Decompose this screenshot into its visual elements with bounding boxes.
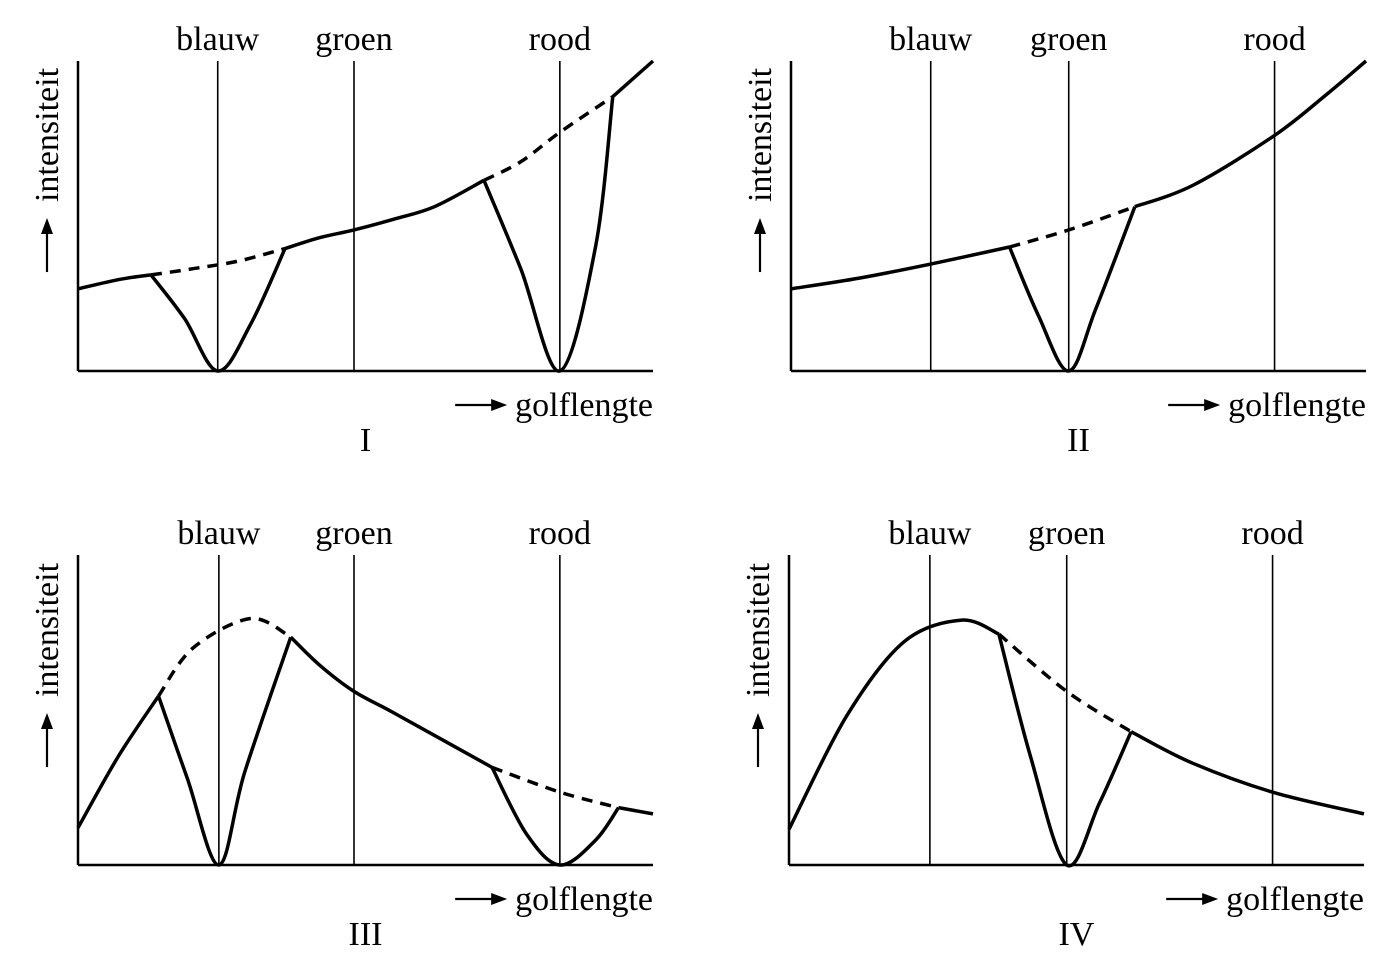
panel-label: I xyxy=(360,422,371,459)
series-curve-dashed xyxy=(483,95,614,182)
color-label-groen: groen xyxy=(315,515,392,552)
panel-i: blauw groen rood golflengte intensiteit I xyxy=(29,21,655,459)
series-curve-dashed xyxy=(997,632,1133,734)
color-label-rood: rood xyxy=(1241,515,1303,552)
x-axis-arrowhead xyxy=(491,399,508,411)
series-curve-solid xyxy=(284,178,485,251)
series-curve-solid xyxy=(787,618,1000,831)
series-curve-solid xyxy=(997,633,1133,868)
series-curve-solid xyxy=(790,245,1010,291)
color-label-groen: groen xyxy=(1028,515,1105,552)
y-axis-label: intensiteit xyxy=(29,562,66,697)
y-axis-label: intensiteit xyxy=(742,67,779,202)
color-label-blauw: blauw xyxy=(888,515,972,552)
series-curve-solid xyxy=(149,247,287,373)
color-label-rood: rood xyxy=(1243,21,1305,58)
series-curve-solid xyxy=(156,636,293,867)
y-axis-arrowhead xyxy=(754,218,766,235)
x-axis-label: golflengte xyxy=(1226,881,1364,918)
panel-iv: blauw groen rood golflengte intensiteit IV xyxy=(740,515,1365,953)
x-axis-arrowhead xyxy=(1202,893,1219,905)
x-axis-arrowhead xyxy=(491,893,508,905)
series-curve-solid xyxy=(1134,59,1368,209)
x-axis-label: golflengte xyxy=(1228,387,1366,424)
panel-label: IV xyxy=(1059,916,1095,953)
series-curve-solid xyxy=(611,59,655,98)
y-axis-arrowhead xyxy=(41,713,53,730)
panel-label: III xyxy=(349,916,383,953)
color-label-groen: groen xyxy=(1030,21,1107,58)
series-curve-solid xyxy=(77,273,152,291)
color-label-blauw: blauw xyxy=(177,515,261,552)
series-curve-dashed xyxy=(157,616,292,698)
series-curve-solid xyxy=(618,805,654,816)
series-curve-solid xyxy=(1130,730,1365,816)
series-curve-dashed xyxy=(150,246,286,277)
series-curve-solid xyxy=(1007,206,1137,373)
series-curve-dashed xyxy=(1009,205,1136,249)
panel-ii: blauw groen rood golflengte intensiteit II xyxy=(742,21,1368,459)
color-label-rood: rood xyxy=(529,21,591,58)
y-axis-label: intensiteit xyxy=(740,562,777,697)
series-curve-solid xyxy=(76,695,160,829)
color-label-blauw: blauw xyxy=(176,21,260,58)
series-curve-solid xyxy=(289,635,493,769)
y-axis-label: intensiteit xyxy=(29,67,66,202)
series-curve-solid xyxy=(490,766,620,867)
color-label-groen: groen xyxy=(315,21,392,58)
series-curve-dashed xyxy=(491,765,619,810)
panel-label: II xyxy=(1067,422,1090,459)
y-axis-arrowhead xyxy=(41,218,53,235)
color-label-blauw: blauw xyxy=(889,21,973,58)
x-axis-label: golflengte xyxy=(515,387,653,424)
y-axis-arrowhead xyxy=(752,713,764,730)
series-curve-solid xyxy=(482,96,615,373)
x-axis-label: golflengte xyxy=(515,881,653,918)
x-axis-arrowhead xyxy=(1204,399,1221,411)
panel-iii: blauw groen rood golflengte intensiteit III xyxy=(29,515,654,953)
color-label-rood: rood xyxy=(529,515,591,552)
